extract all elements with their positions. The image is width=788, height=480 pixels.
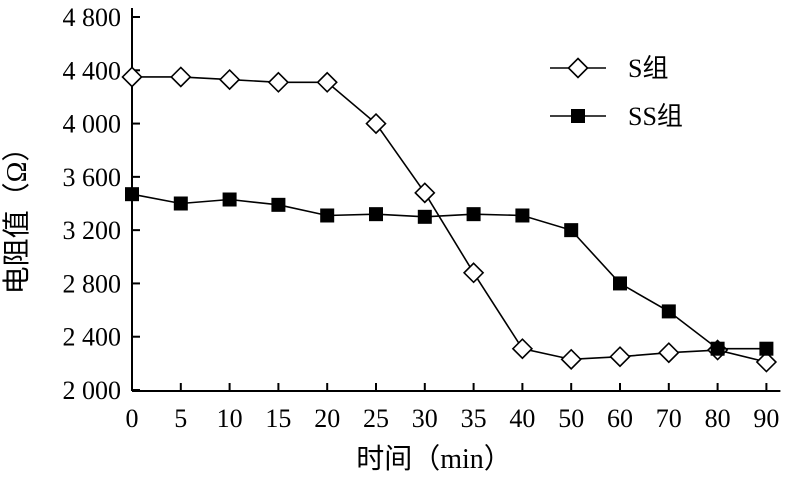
x-tick-label: 70	[656, 404, 682, 433]
x-tick-label: 35	[461, 404, 487, 433]
data-point	[173, 196, 188, 211]
data-point	[218, 68, 241, 91]
series-2	[125, 187, 774, 356]
x-tick-label: 10	[217, 404, 243, 433]
x-tick-label: 20	[314, 404, 340, 433]
legend-marker	[567, 57, 589, 79]
data-point	[417, 209, 432, 224]
x-tick-label: 15	[265, 404, 291, 433]
data-point	[462, 262, 485, 284]
x-tick-label: 25	[363, 404, 389, 433]
data-point	[710, 341, 725, 356]
data-point	[560, 348, 582, 370]
data-point	[267, 71, 290, 93]
y-tick-label: 3 600	[63, 163, 122, 192]
y-tick-label: 4 400	[63, 56, 122, 85]
x-axis-title: 时间（min）	[356, 443, 512, 475]
data-point	[759, 341, 774, 356]
x-tick-label: 90	[753, 404, 779, 433]
data-point	[222, 192, 237, 207]
data-point	[125, 187, 139, 202]
data-point	[365, 112, 387, 135]
series-line	[131, 193, 767, 350]
x-tick-label: 50	[558, 404, 584, 433]
data-point	[609, 346, 631, 368]
y-tick-label: 2 400	[63, 323, 122, 352]
series-layer	[121, 66, 778, 373]
legend-label: SS组	[628, 102, 683, 131]
legend-item: SS组	[550, 102, 683, 131]
data-point	[755, 351, 778, 373]
series-1	[121, 66, 778, 373]
x-tick-label: 30	[412, 404, 438, 433]
data-point	[515, 208, 530, 223]
x-tick-label: 60	[607, 404, 633, 433]
data-point	[658, 342, 680, 364]
data-point	[316, 71, 338, 93]
x-tick-label: 5	[174, 404, 187, 433]
data-point	[613, 276, 627, 291]
y-tick-label: 4 000	[63, 110, 122, 139]
data-point	[320, 208, 335, 223]
y-tick-label: 3 200	[63, 216, 122, 245]
legend-item: S组	[550, 54, 668, 83]
data-point	[170, 66, 192, 88]
x-tick-label: 80	[705, 404, 731, 433]
data-point	[369, 207, 383, 222]
y-tick-label: 2 000	[63, 376, 122, 405]
y-tick-label: 2 800	[63, 269, 122, 298]
data-point	[121, 66, 143, 88]
data-point	[564, 223, 579, 238]
x-tick-label: 0	[126, 404, 139, 433]
legend: S组 SS组	[550, 54, 683, 131]
data-point	[414, 182, 436, 204]
x-tick-label: 40	[509, 404, 535, 433]
y-axis-ticks: 2 000 2 400 2 800 3 200 3 600 4 000 4 400 4 800	[63, 3, 140, 405]
data-point	[511, 338, 534, 360]
legend-label: S组	[628, 54, 668, 83]
data-point	[661, 304, 676, 319]
x-axis-ticks: 0 5 10 15 20 25 30 35 40 50 60 70 80 90	[126, 383, 779, 433]
y-tick-label: 4 800	[63, 3, 122, 32]
legend-marker	[571, 109, 585, 123]
data-point	[271, 197, 286, 212]
data-point	[466, 207, 481, 222]
y-axis-title: 电阻值（Ω）	[1, 134, 33, 295]
